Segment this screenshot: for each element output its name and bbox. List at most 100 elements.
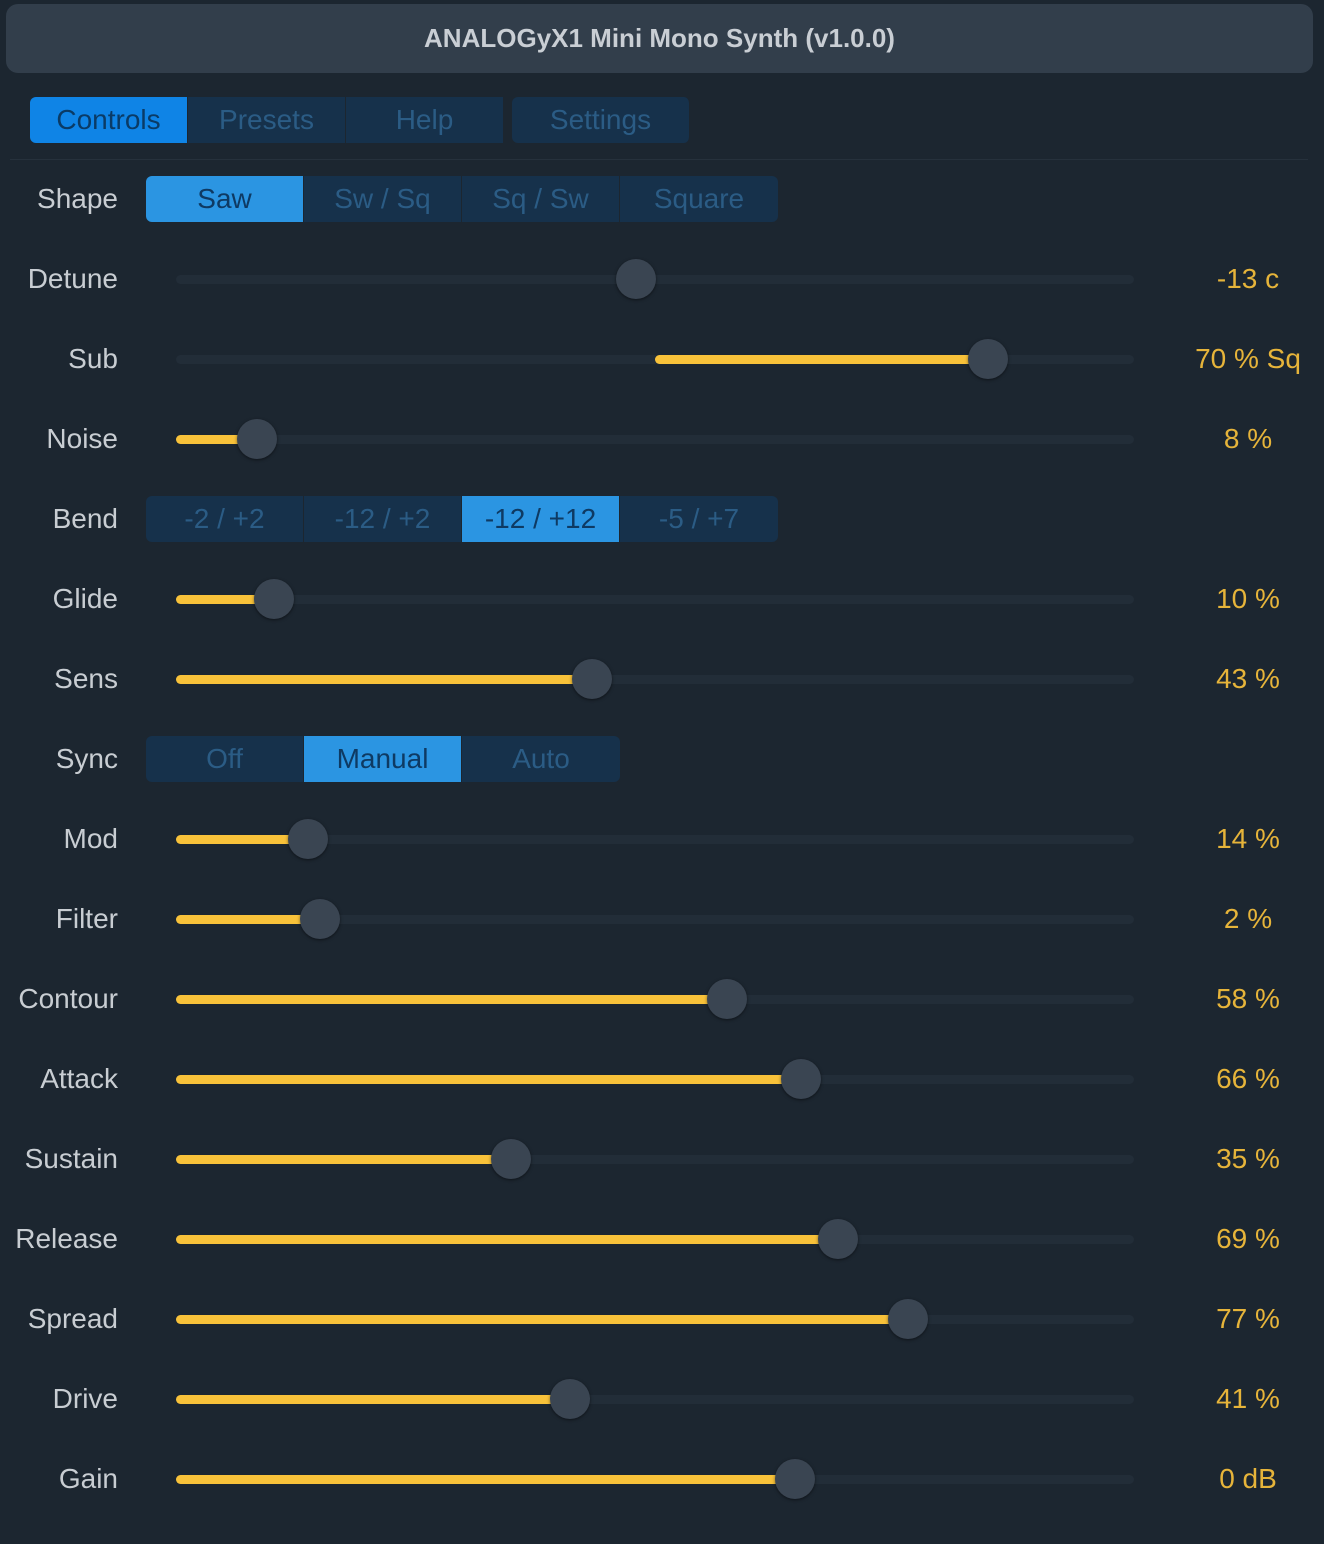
sync-option-0[interactable]: Off bbox=[146, 736, 304, 782]
noise-value: 8 % bbox=[1223, 423, 1273, 454]
drive-slider-thumb[interactable] bbox=[549, 1379, 590, 1419]
filter-slider-thumb[interactable] bbox=[299, 899, 340, 939]
attack-value: 66 % bbox=[1216, 1063, 1280, 1094]
sync-option-1[interactable]: Manual bbox=[304, 736, 462, 782]
shape-option-0[interactable]: Saw bbox=[146, 176, 304, 222]
filter-row: Filter 2 % bbox=[0, 879, 1324, 959]
mod-slider-thumb[interactable] bbox=[288, 819, 329, 859]
bend-option-0[interactable]: -2 / +2 bbox=[146, 496, 304, 542]
gain-slider-fill bbox=[176, 1475, 795, 1484]
sub-slider-fill bbox=[655, 355, 989, 364]
release-row: Release 69 % bbox=[0, 1199, 1324, 1279]
drive-value: 41 % bbox=[1216, 1383, 1280, 1414]
contour-value: 58 % bbox=[1216, 983, 1280, 1014]
attack-row: Attack 66 % bbox=[0, 1039, 1324, 1119]
glide-slider-thumb[interactable] bbox=[253, 579, 294, 619]
filter-slider-track[interactable] bbox=[176, 899, 1134, 939]
bend-option-1[interactable]: -12 / +2 bbox=[304, 496, 462, 542]
drive-row: Drive 41 % bbox=[0, 1359, 1324, 1439]
sync-selector: Off Manual Auto bbox=[146, 736, 620, 782]
release-value: 69 % bbox=[1216, 1223, 1280, 1254]
sub-value: 70 % Sq bbox=[1195, 343, 1301, 374]
detune-value: -13 c bbox=[1216, 263, 1280, 294]
tab-settings[interactable]: Settings bbox=[512, 97, 690, 143]
filter-value: 2 % bbox=[1223, 903, 1273, 934]
spread-slider-thumb[interactable] bbox=[887, 1299, 928, 1339]
sustain-slider-track[interactable] bbox=[176, 1139, 1134, 1179]
filter-slider-fill bbox=[176, 915, 320, 924]
attack-slider-fill bbox=[176, 1075, 801, 1084]
glide-slider-track[interactable] bbox=[176, 579, 1134, 619]
shape-option-3[interactable]: Square bbox=[620, 176, 778, 222]
noise-slider-track[interactable] bbox=[176, 419, 1134, 459]
sens-label: Sens bbox=[54, 663, 118, 694]
window-title: ANALOGyX1 Mini Mono Synth (v1.0.0) bbox=[6, 4, 1313, 73]
noise-slider-fill bbox=[176, 435, 258, 444]
glide-slider-fill bbox=[176, 595, 274, 604]
noise-label: Noise bbox=[46, 423, 118, 454]
drive-slider-fill bbox=[176, 1395, 570, 1404]
sustain-value: 35 % bbox=[1216, 1143, 1280, 1174]
spread-slider-fill bbox=[176, 1315, 908, 1324]
sub-label: Sub bbox=[68, 343, 118, 374]
gain-label: Gain bbox=[58, 1463, 118, 1494]
tab-controls[interactable]: Controls bbox=[30, 97, 188, 143]
bend-label: Bend bbox=[52, 503, 118, 534]
sens-slider-thumb[interactable] bbox=[571, 659, 612, 699]
gain-slider-thumb[interactable] bbox=[774, 1459, 815, 1499]
mod-slider-track[interactable] bbox=[176, 819, 1134, 859]
release-label: Release bbox=[15, 1223, 118, 1254]
bend-row: Bend -2 / +2 -12 / +2 -12 / +12 -5 / +7 bbox=[0, 479, 1324, 559]
gain-value: 0 dB bbox=[1219, 1463, 1277, 1494]
contour-slider-fill bbox=[176, 995, 727, 1004]
spread-slider-track[interactable] bbox=[176, 1299, 1134, 1339]
drive-slider-track[interactable] bbox=[176, 1379, 1134, 1419]
attack-slider-track[interactable] bbox=[176, 1059, 1134, 1099]
shape-selector: Saw Sw / Sq Sq / Sw Square bbox=[146, 176, 778, 222]
tab-help[interactable]: Help bbox=[346, 97, 504, 143]
divider bbox=[10, 159, 1308, 160]
gain-slider-track[interactable] bbox=[176, 1459, 1134, 1499]
contour-slider-track[interactable] bbox=[176, 979, 1134, 1019]
spread-value: 77 % bbox=[1216, 1303, 1280, 1334]
glide-value: 10 % bbox=[1216, 583, 1280, 614]
tab-presets[interactable]: Presets bbox=[188, 97, 346, 143]
sens-slider-fill bbox=[176, 675, 592, 684]
spread-label: Spread bbox=[27, 1303, 118, 1334]
mod-value: 14 % bbox=[1216, 823, 1280, 854]
glide-label: Glide bbox=[52, 583, 118, 614]
mod-slider-fill bbox=[176, 835, 309, 844]
detune-slider-track[interactable] bbox=[176, 259, 1134, 299]
detune-row: Detune -13 c bbox=[0, 239, 1324, 319]
sens-slider-track[interactable] bbox=[176, 659, 1134, 699]
sync-option-2[interactable]: Auto bbox=[462, 736, 620, 782]
shape-option-2[interactable]: Sq / Sw bbox=[462, 176, 620, 222]
release-slider-thumb[interactable] bbox=[817, 1219, 858, 1259]
shape-label: Shape bbox=[37, 183, 118, 214]
bend-selector: -2 / +2 -12 / +2 -12 / +12 -5 / +7 bbox=[146, 496, 778, 542]
bend-option-3[interactable]: -5 / +7 bbox=[620, 496, 778, 542]
sustain-slider-thumb[interactable] bbox=[491, 1139, 532, 1179]
tab-bar: Controls Presets Help Settings bbox=[30, 97, 690, 143]
release-slider-track[interactable] bbox=[176, 1219, 1134, 1259]
spread-row: Spread 77 % bbox=[0, 1279, 1324, 1359]
mod-label: Mod bbox=[63, 823, 118, 854]
bend-option-2[interactable]: -12 / +12 bbox=[462, 496, 620, 542]
sub-slider-track[interactable] bbox=[176, 339, 1134, 379]
drive-label: Drive bbox=[52, 1383, 118, 1414]
detune-label: Detune bbox=[27, 263, 118, 294]
noise-slider-thumb[interactable] bbox=[237, 419, 278, 459]
sustain-slider-fill bbox=[176, 1155, 512, 1164]
sustain-label: Sustain bbox=[24, 1143, 118, 1174]
attack-slider-thumb[interactable] bbox=[780, 1059, 821, 1099]
sync-row: Sync Off Manual Auto bbox=[0, 719, 1324, 799]
sens-value: 43 % bbox=[1216, 663, 1280, 694]
detune-slider-thumb[interactable] bbox=[615, 259, 656, 299]
shape-option-1[interactable]: Sw / Sq bbox=[304, 176, 462, 222]
sync-label: Sync bbox=[55, 743, 118, 774]
contour-label: Contour bbox=[18, 983, 118, 1014]
contour-slider-thumb[interactable] bbox=[706, 979, 747, 1019]
sens-row: Sens 43 % bbox=[0, 639, 1324, 719]
sub-slider-thumb[interactable] bbox=[968, 339, 1009, 379]
